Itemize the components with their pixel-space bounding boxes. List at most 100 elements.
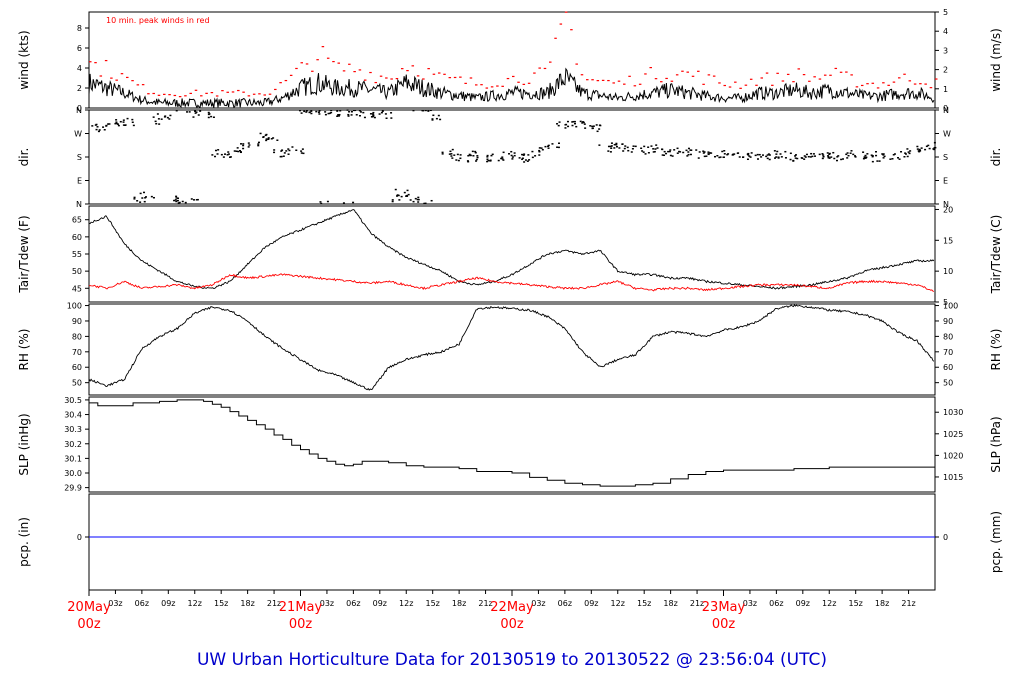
wind-direction-point [315, 110, 318, 113]
wind-direction-point [847, 154, 850, 157]
wind-direction-point [474, 150, 477, 153]
wind-direction-point [158, 123, 161, 125]
wind-direction-point [882, 154, 885, 156]
wind-direction-point [547, 147, 550, 149]
peak-wind-point [570, 29, 573, 31]
wind-direction-point [511, 156, 514, 158]
wind-direction-point [686, 155, 689, 157]
wind-direction-point [671, 155, 674, 157]
peak-wind-point [702, 83, 705, 85]
peak-wind-point [623, 83, 626, 85]
wind-direction-point [310, 112, 313, 115]
ytick-label-rh: 80 [72, 332, 82, 341]
wind-direction-point [468, 153, 471, 156]
wind-direction-point [226, 154, 229, 156]
wind-direction-point [358, 109, 361, 112]
wind-direction-point [497, 159, 500, 162]
xtick-label: 12z [822, 599, 836, 608]
wind-direction-point [417, 198, 420, 201]
wind-direction-point [623, 147, 626, 150]
peak-wind-point [173, 94, 177, 97]
wind-direction-point [337, 114, 340, 116]
wind-direction-point [805, 153, 808, 156]
wind-direction-point [371, 113, 374, 115]
peak-wind-point [686, 71, 689, 73]
peak-wind-point [834, 67, 838, 70]
wind-direction-point [689, 153, 692, 156]
peak-wind-point [480, 84, 483, 86]
wind-direction-point [417, 196, 420, 199]
peak-wind-point [126, 76, 129, 79]
wind-direction-point [828, 153, 831, 156]
wind-direction-point [195, 111, 198, 113]
wind-direction-point [214, 155, 217, 158]
peak-wind-point [818, 78, 822, 80]
wind-direction-point [350, 114, 353, 116]
wind-direction-point [828, 152, 831, 155]
peak-wind-point [919, 83, 922, 85]
wind-direction-point [840, 158, 843, 161]
peak-wind-point [110, 77, 113, 79]
wind-direction-point [804, 156, 807, 158]
ytick-right-label-dir: E [943, 177, 948, 186]
ylabel-right-dir: dir. [989, 148, 1003, 167]
peak-wind-point [829, 74, 832, 76]
day-label-time: 00z [712, 617, 736, 632]
wind-direction-point [336, 110, 339, 112]
ytick-right-label-slp: 1020 [943, 451, 963, 460]
xtick-label: 21z [478, 599, 492, 608]
panel-frame-wind [88, 11, 936, 109]
wind-direction-point [139, 201, 142, 203]
wind-direction-point [522, 154, 525, 156]
wind-direction-point [846, 157, 849, 159]
wind-direction-point [197, 114, 200, 116]
wind-direction-point [676, 152, 679, 154]
wind-direction-point [131, 118, 134, 121]
wind-direction-point [682, 151, 685, 154]
wind-direction-point [348, 111, 351, 113]
wind-direction-point [924, 148, 927, 151]
wind-direction-point [760, 156, 763, 158]
wind-direction-point [242, 147, 245, 150]
wind-direction-point [489, 159, 492, 162]
wind-direction-point [416, 198, 419, 201]
ytick-right-label-temp: 10 [943, 267, 953, 276]
wind-direction-point [538, 150, 541, 153]
wind-direction-point [486, 156, 489, 158]
xtick-label: 12z [188, 599, 202, 608]
wind-direction-point [181, 200, 184, 203]
wind-direction-point [803, 155, 806, 157]
wind-direction-point [849, 152, 852, 154]
wind-direction-point [450, 155, 453, 157]
wind-direction-point [372, 111, 375, 114]
wind-direction-point [634, 145, 637, 148]
peak-wind-point [120, 73, 124, 75]
wind-direction-point [145, 196, 148, 198]
ytick-right-label-dir: N [943, 106, 949, 115]
wind-direction-point [653, 150, 656, 153]
peak-wind-point [771, 84, 774, 86]
peak-wind-point [289, 74, 293, 76]
wind-direction-point [199, 110, 202, 112]
ytick-right-label-rh: 50 [943, 379, 953, 388]
wind-direction-point [754, 154, 757, 157]
wind-direction-point [723, 153, 726, 155]
wind-direction-point [916, 148, 919, 150]
wind-direction-point [650, 145, 653, 147]
wind-direction-point [417, 201, 420, 203]
ytick-right-label-wind: 2 [943, 66, 948, 75]
wind-direction-point [534, 155, 537, 157]
peak-wind-point [385, 77, 388, 79]
wind-direction-point [132, 124, 135, 127]
wind-direction-point [424, 109, 427, 112]
wind-direction-point [652, 148, 655, 150]
peak-wind-point [728, 86, 732, 88]
peak-wind-point [374, 81, 378, 84]
peak-wind-point [99, 75, 103, 77]
wind-direction-point [486, 160, 489, 163]
wind-direction-point [339, 109, 342, 112]
peak-wind-point [379, 75, 383, 77]
xtick-label: 09z [161, 599, 175, 608]
peak-wind-point [390, 78, 393, 80]
wind-direction-point [508, 153, 511, 155]
